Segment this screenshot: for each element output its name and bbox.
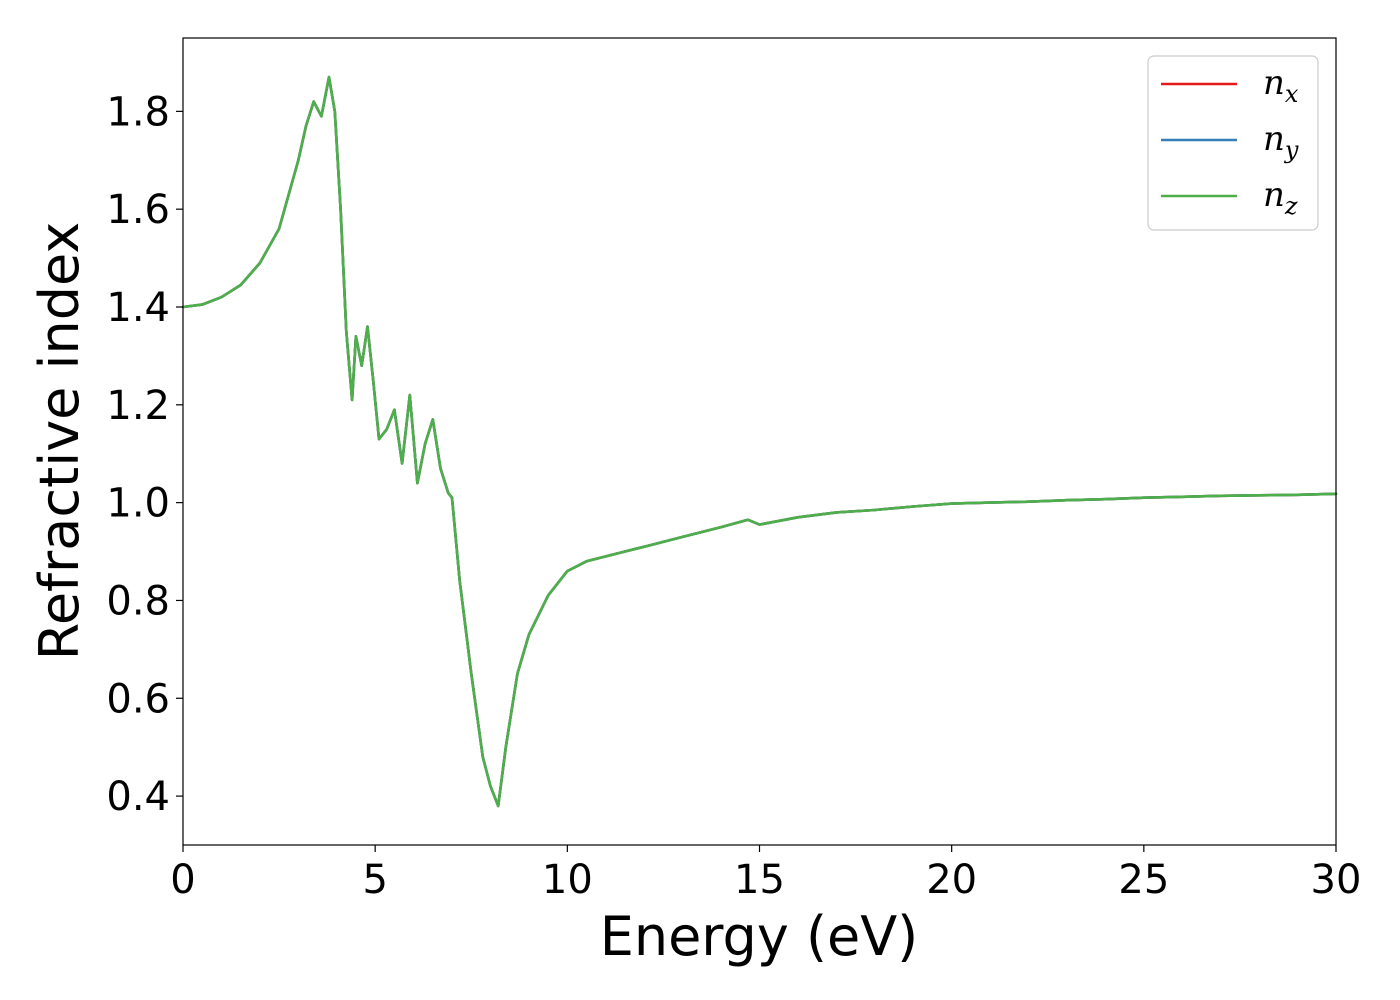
series-line-nz [181, 75, 1338, 808]
series-layer [181, 75, 1338, 808]
legend-label-nx: nx [1263, 63, 1299, 108]
x-tick-label: 0 [170, 857, 195, 903]
y-tick-label: 1.4 [106, 285, 170, 331]
plot-area [183, 38, 1336, 845]
legend-label-ny: ny [1263, 119, 1299, 164]
x-tick-label: 20 [926, 857, 977, 903]
y-tick-label: 0.4 [106, 774, 170, 820]
y-tick-label: 1.6 [106, 187, 170, 233]
x-tick-label: 10 [542, 857, 593, 903]
x-tick-label: 5 [362, 857, 387, 903]
y-axis-title: Refractive index [28, 222, 91, 661]
x-tick-label: 15 [734, 857, 785, 903]
x-axis: 0 5 10 15 20 25 30 [170, 845, 1361, 903]
legend: nx ny nz [1147, 55, 1319, 231]
x-tick-label: 30 [1311, 857, 1362, 903]
legend-box [1147, 55, 1319, 231]
y-tick-label: 0.8 [106, 578, 170, 624]
y-tick-label: 1.2 [106, 383, 170, 429]
x-axis-title: Energy (eV) [600, 905, 919, 968]
y-axis: 0.4 0.6 0.8 1.0 1.2 1.4 1.6 1.8 [106, 89, 183, 820]
x-tick-label: 25 [1118, 857, 1169, 903]
y-tick-label: 1.8 [106, 89, 170, 135]
legend-label-nz: nz [1263, 175, 1298, 220]
y-tick-label: 1.0 [106, 481, 170, 527]
y-tick-label: 0.6 [106, 676, 170, 722]
